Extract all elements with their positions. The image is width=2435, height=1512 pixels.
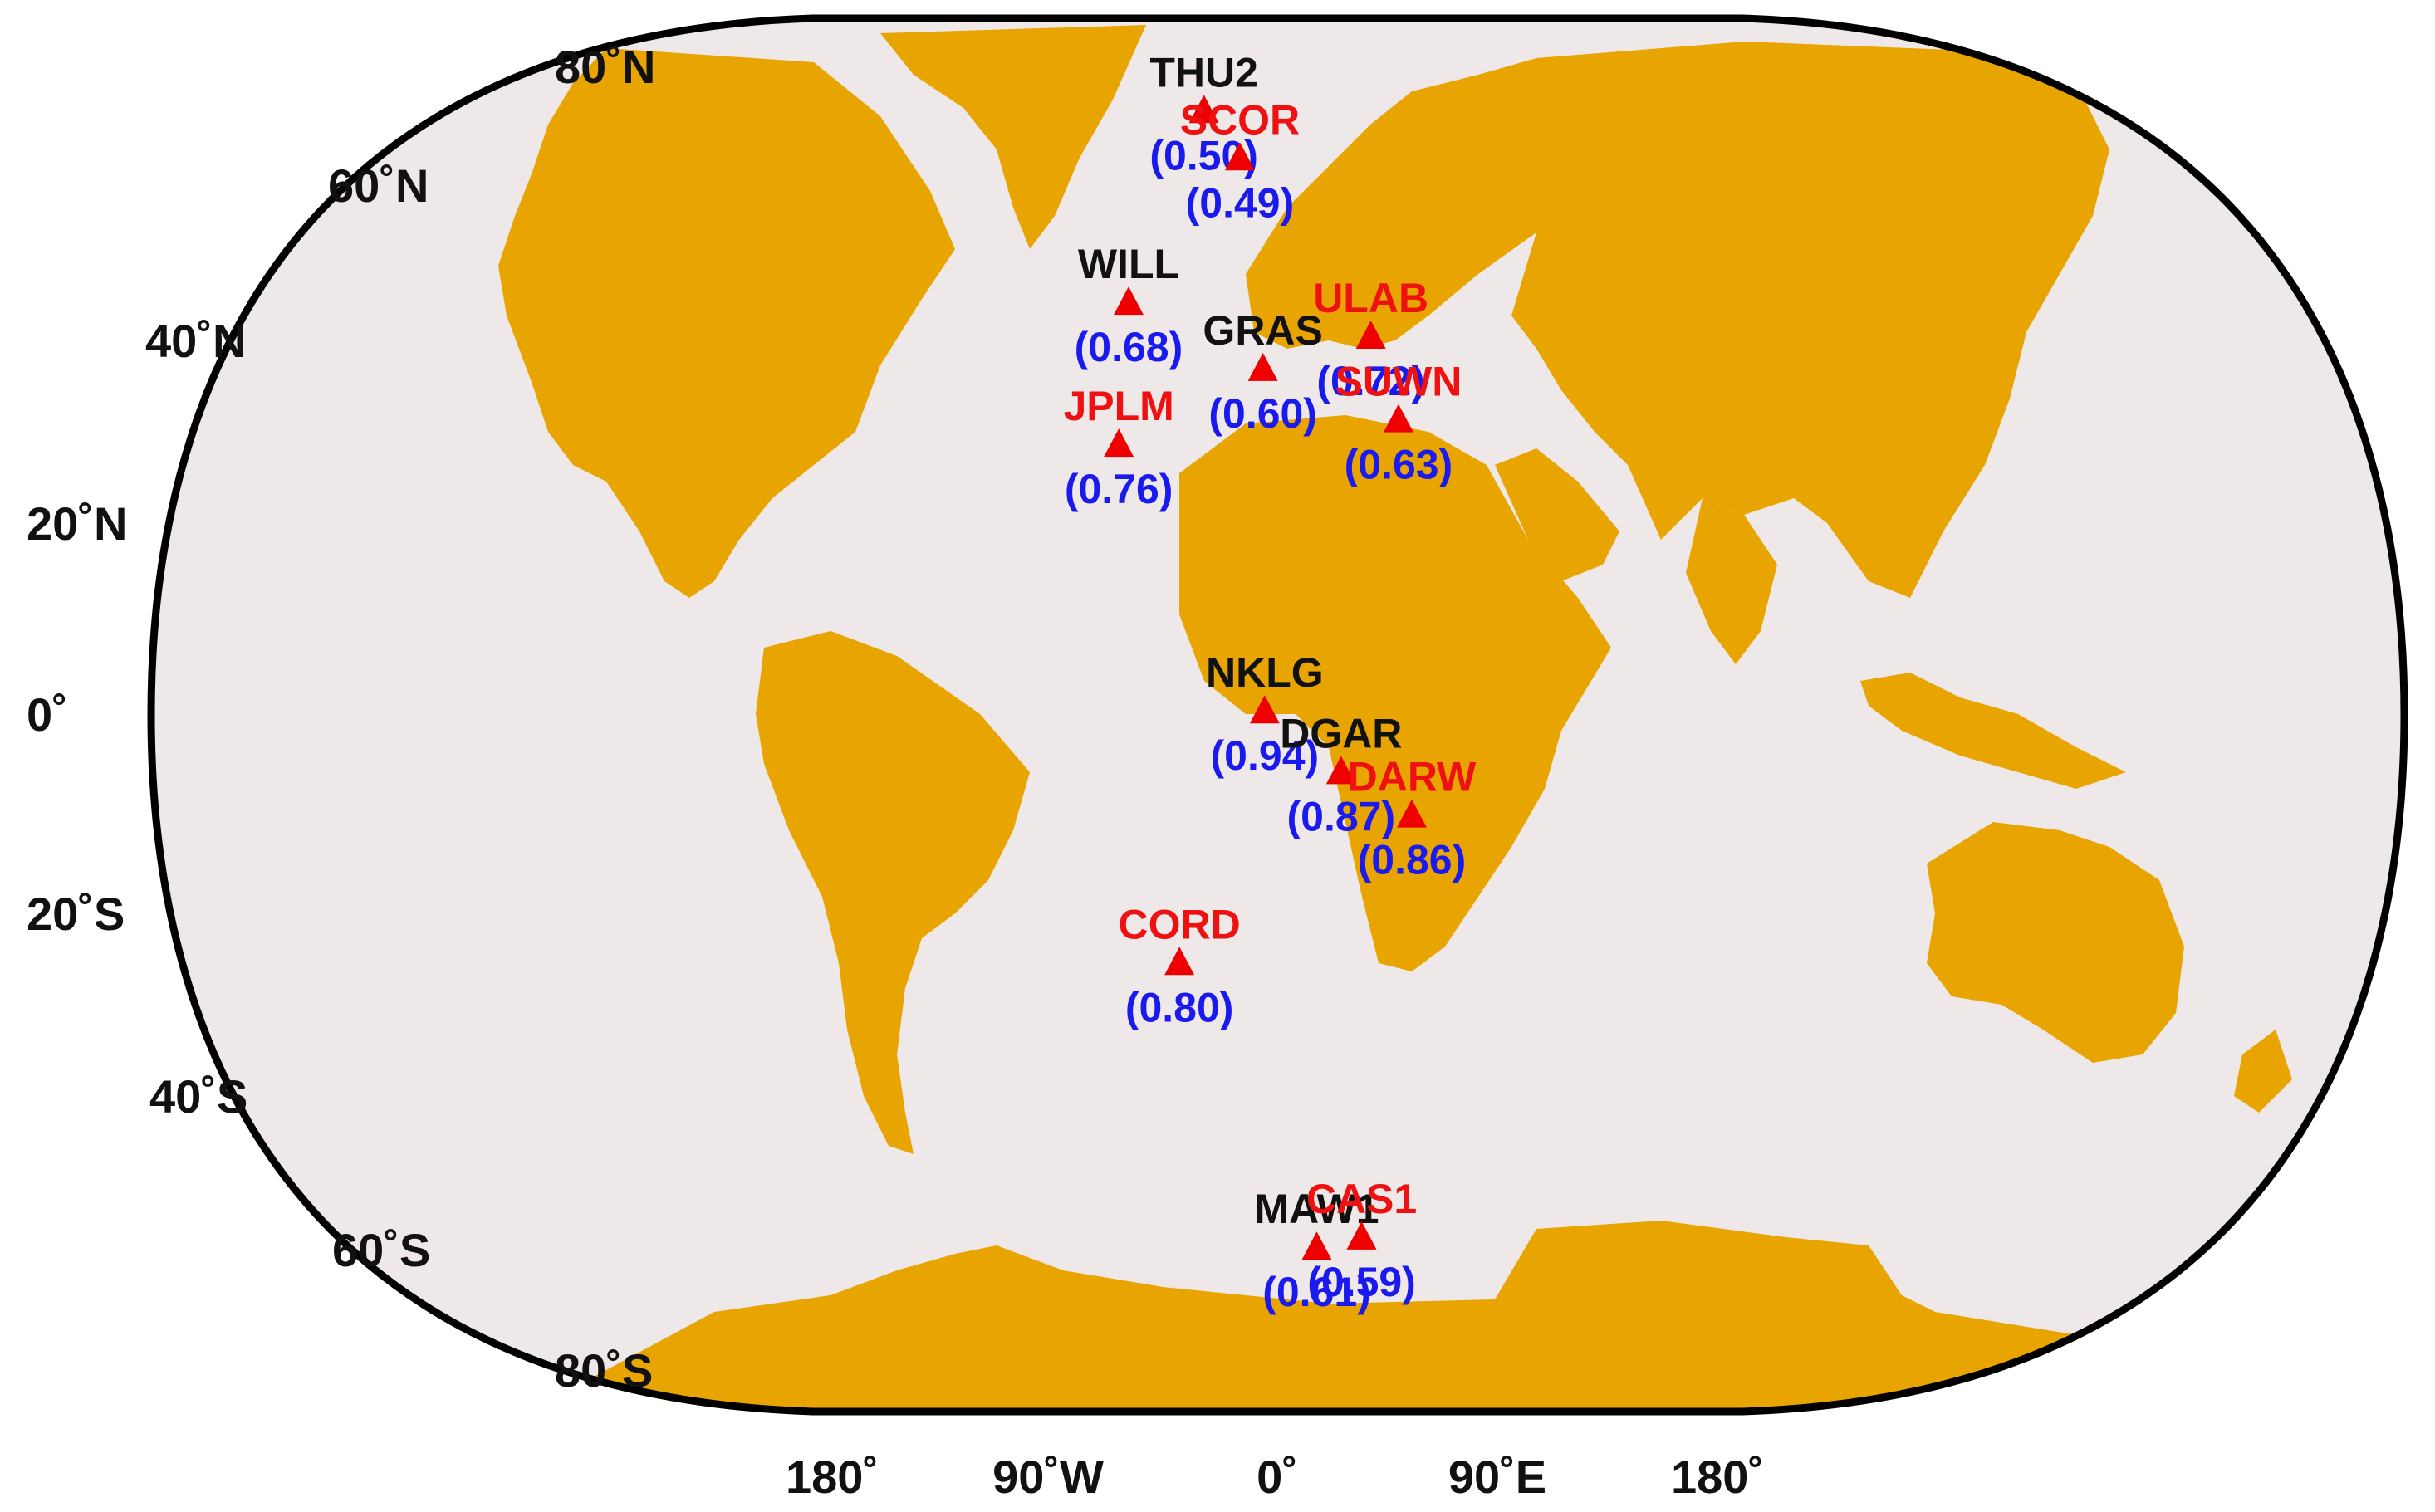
land-indonesia <box>1860 673 2126 789</box>
station-triangle-marker <box>1249 695 1280 724</box>
station-triangle-marker <box>1346 1221 1377 1250</box>
lat-label-80n: 80˚N <box>555 41 655 93</box>
station-maw1: MAW1 (0.61) <box>1255 1186 1379 1315</box>
station-name-label: NKLG <box>1206 649 1324 696</box>
station-triangle-marker <box>1355 320 1386 349</box>
station-name-label: WILL <box>1078 241 1179 287</box>
station-name-label: JPLM <box>1063 383 1173 429</box>
land-north-america <box>498 48 955 598</box>
land-greenland <box>880 25 1146 249</box>
station-name-label: DGAR <box>1280 710 1402 756</box>
station-name-label: ULAB <box>1313 275 1428 321</box>
land-australia <box>1927 822 2184 1063</box>
station-ulab: ULAB (0.72) <box>1313 275 1428 404</box>
station-value-label: (0.68) <box>1075 324 1183 370</box>
lon-label-90w: 90˚W <box>992 1451 1104 1503</box>
station-value-label: (0.86) <box>1358 837 1467 883</box>
lat-label-equator: 0˚ <box>27 688 68 741</box>
station-triangle-marker <box>1188 95 1219 124</box>
station-name-label: THU2 <box>1149 49 1258 95</box>
station-triangle-marker <box>1164 947 1195 976</box>
lon-label-90e: 90˚E <box>1448 1451 1546 1503</box>
station-cord: CORD (0.80) <box>1119 901 1241 1030</box>
station-triangle-marker <box>1301 1231 1332 1260</box>
station-name-label: CAS1 <box>1306 1176 1417 1222</box>
latitude-labels: 80˚N 60˚N 40˚N 20˚N 0˚ 20˚S 40˚S 60˚S 80… <box>27 41 655 1397</box>
lat-label-20s: 20˚S <box>27 888 125 940</box>
lat-label-20n: 20˚N <box>27 497 127 550</box>
station-name-label: DARW <box>1348 754 1477 800</box>
station-cas1: CAS1 (0.59) <box>1306 1176 1417 1305</box>
station-value-label: (0.94) <box>1211 732 1320 779</box>
station-triangle-marker <box>1247 352 1278 381</box>
station-dgar: DGAR (0.87) <box>1280 710 1402 839</box>
station-value-label: (0.72) <box>1316 358 1425 404</box>
station-triangle-marker <box>1325 756 1356 785</box>
station-value-label: (0.61) <box>1262 1269 1371 1315</box>
lat-label-60s: 60˚S <box>332 1224 430 1276</box>
station-name-label: CORD <box>1119 901 1241 947</box>
station-scor: SCOR (0.49) <box>1180 96 1300 226</box>
station-markers: THU2(0.50)SCOR (0.49)WILL (0.68) JPLM (0.76)… <box>1063 49 1477 1315</box>
station-value-label: (0.80) <box>1125 984 1234 1030</box>
station-value-label: (0.87) <box>1287 793 1396 839</box>
station-triangle-marker <box>1104 428 1134 458</box>
station-value-label: (0.76) <box>1065 466 1173 512</box>
station-nklg: NKLG (0.94) <box>1206 649 1324 779</box>
lat-label-40n: 40˚N <box>145 315 246 367</box>
station-name-label: GRAS <box>1203 307 1322 354</box>
station-darw: DARW (0.86) <box>1348 754 1477 883</box>
station-will: WILL (0.68) <box>1075 241 1183 370</box>
land-india <box>1686 498 1777 664</box>
station-name-label: SCOR <box>1180 96 1300 143</box>
lon-label-0: 0˚ <box>1257 1451 1298 1503</box>
station-value-label: (0.49) <box>1186 179 1295 226</box>
lat-label-60n: 60˚N <box>328 159 429 212</box>
station-value-label: (0.63) <box>1345 442 1453 488</box>
station-triangle-marker <box>1396 799 1427 828</box>
land-arabia <box>1495 448 1619 581</box>
station-gras: GRAS (0.60) <box>1203 307 1322 437</box>
station-triangle-marker <box>1113 286 1144 316</box>
longitude-labels: 180˚ 90˚W 0˚ 90˚E 180˚ <box>786 1451 1764 1503</box>
land-asia <box>1511 42 2109 598</box>
station-value-label: (0.60) <box>1208 390 1317 437</box>
land-south-america <box>756 631 1030 1154</box>
station-suwn: SUWN (0.63) <box>1335 359 1462 488</box>
station-triangle-marker <box>1224 142 1255 171</box>
land-new-zealand <box>2234 1030 2292 1113</box>
station-triangle-marker <box>1383 404 1413 433</box>
lon-label-180e: 180˚ <box>1671 1451 1764 1503</box>
lat-label-40s: 40˚S <box>149 1070 247 1123</box>
station-jplm: JPLM (0.76) <box>1063 383 1173 512</box>
station-value-label: (0.59) <box>1307 1259 1416 1305</box>
land-antarctica <box>498 1221 2325 1412</box>
station-name-label: SUWN <box>1335 359 1462 405</box>
land-africa <box>1179 415 1611 971</box>
station-name-label: MAW1 <box>1255 1186 1379 1232</box>
map-frame <box>147 14 2408 1416</box>
land-masses <box>498 25 2325 1412</box>
lon-label-180w: 180˚ <box>786 1451 879 1503</box>
station-thu2: THU2(0.50) <box>1149 49 1258 179</box>
land-europe <box>1246 58 1536 349</box>
lat-label-80s: 80˚S <box>555 1344 653 1397</box>
